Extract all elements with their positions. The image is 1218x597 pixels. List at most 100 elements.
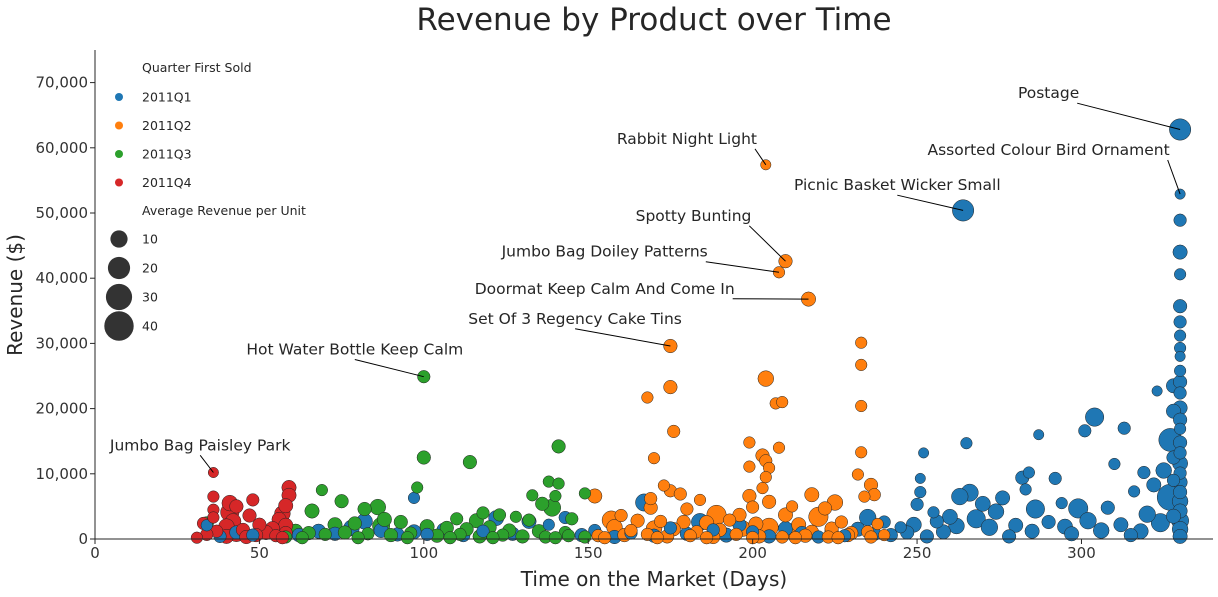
bubble-2011Q3-53 [295,531,309,545]
bubble-2011Q3-14 [357,501,372,517]
legend-color-entries: 2011Q1 2011Q2 2011Q3 2011Q4 [115,90,192,190]
plot-area [190,118,1192,545]
bubble-2011Q3-10 [549,489,562,503]
bubble-2011Q3-51 [578,530,592,544]
annotation-label-4: Spotty Bunting [636,207,752,225]
bubble-2011Q1-34 [1155,462,1172,479]
bubble-2011Q2-39 [746,500,760,514]
bubble-2011Q2-35 [693,493,707,506]
bubble-2011Q1-45 [1108,457,1121,471]
bubble-2011Q2-22 [851,468,864,481]
bubble-2011Q2-24 [657,479,670,492]
y-tick-label: 70,000 [36,74,89,92]
bubble-2011Q1-52 [1064,526,1080,542]
bubble-2011Q1-46 [1100,500,1115,515]
bubble-2011Q3-20 [450,512,464,526]
bubble-2011Q3-54 [351,531,365,545]
bubble-2011Q3-5 [552,477,565,490]
bubble-2011Q3-56 [443,531,457,545]
x-tick-label: 0 [90,544,100,562]
bubble-2011Q1-59 [1024,523,1040,539]
bubble-2011Q1-82 [914,486,927,499]
bubble-2011Q2-80 [775,530,789,544]
bubble-2011Q1-112 [542,518,555,531]
bubble-2011Q2-49 [654,514,668,528]
x-tick-label: 200 [738,544,767,562]
bubble-2011Q3-23 [565,512,579,526]
bubble-2011Q2-52 [723,513,737,527]
chart-title: Revenue by Product over Time [416,2,891,38]
bubble-2011Q2-9 [641,391,654,404]
legend-size-marker-40 [104,311,134,341]
bubble-2011Q2-89 [788,531,802,545]
y-tick-label: 0 [78,530,88,548]
bubble-2011Q1-58 [1025,499,1045,519]
y-tick-label: 50,000 [36,204,89,222]
bubble-2011Q2-41 [817,501,833,516]
annotation-line-2 [1167,159,1181,195]
bubble-2011Q3-39 [318,527,332,541]
bubble-2011Q1-67 [980,518,998,536]
bubble-2011Q1-75 [942,508,958,525]
legend-size-marker-10 [110,230,128,248]
bubble-2011Q1-42 [1123,528,1138,543]
bubble-2011Q1-83 [910,497,924,511]
annotation-line-5 [705,261,780,273]
bubble-2011Q4-12 [207,511,220,524]
bubble-2011Q3-55 [400,531,414,545]
bubble-2011Q2-78 [729,527,743,541]
x-axis-ticks: 0 50 100 150 200 250 300 [90,539,1096,562]
bubble-2011Q3-48 [515,529,530,544]
annotation-line-1 [754,148,767,166]
bubble-2011Q3-15 [304,503,320,519]
bubble-2011Q1-47 [1093,522,1110,539]
bubble-2011Q2-26 [756,482,769,495]
bubble-2011Q3-25 [393,514,408,530]
bubble-2011Q3-3 [462,455,477,470]
bubble-2011Q4-4 [246,493,260,507]
bubble-2011Q3-22 [522,513,536,527]
bubble-2011Q3-4 [542,475,555,488]
bubble-2011Q4-3 [207,490,220,503]
legend-color-title: Quarter First Sold [142,60,252,75]
bubble-2011Q2-47 [614,508,628,523]
annotation-line-4 [748,225,786,262]
annotation-label-6: Doormat Keep Calm And Come In [475,280,735,298]
bubble-2011Q1-60 [1022,466,1035,479]
bubble-2011Q2-23 [759,471,772,484]
bubble-2011Q1-54 [1055,497,1068,510]
legend-color-label: 2011Q4 [142,175,192,190]
legend-color-label: 2011Q1 [142,90,192,105]
bubble-2011Q2-85 [598,531,612,545]
bubble-2011Q1-50 [1078,424,1092,438]
bubble-2011Q1-86 [894,521,907,534]
bubble-2011Q1-49 [1079,512,1097,530]
bubble-2011Q2-28 [673,487,687,501]
bubble-2011Q3-40 [337,525,352,540]
bubble-2011Q1-121 [407,491,421,504]
bubble-2011Q1-104 [663,521,677,535]
bubble-2011Q1-57 [1033,429,1045,441]
bubble-2011Q3-8 [578,487,591,500]
bubble-2011Q2-6 [855,358,868,371]
bubble-2011Q2-7 [757,370,774,387]
bubble-2011Q3-50 [561,529,576,543]
bubble-2011Q2-31 [858,490,871,503]
bubble-2011Q1-41 [1128,485,1141,498]
bubble-2011Q1-71 [960,437,973,450]
bubble-2011Q3-9 [526,489,539,502]
bubble-2011Q1-61 [1019,483,1032,496]
y-tick-label: 30,000 [36,334,89,352]
bubble-2011Q1-79 [919,529,934,544]
bubble-2011Q1-5 [1173,299,1188,314]
bubble-2011Q2-76 [683,529,697,543]
annotation-line-9 [199,454,214,473]
legend-size-label: 30 [142,290,158,305]
bubble-2011Q2-14 [743,436,756,449]
bubble-2011Q3-6 [411,481,424,494]
x-tick-label: 150 [574,544,603,562]
bubble-2011Q2-11 [776,396,789,409]
bubble-2011Q1-65 [995,490,1011,506]
bubble-2011Q2-90 [831,531,845,545]
bubble-2011Q1-119 [420,527,434,541]
